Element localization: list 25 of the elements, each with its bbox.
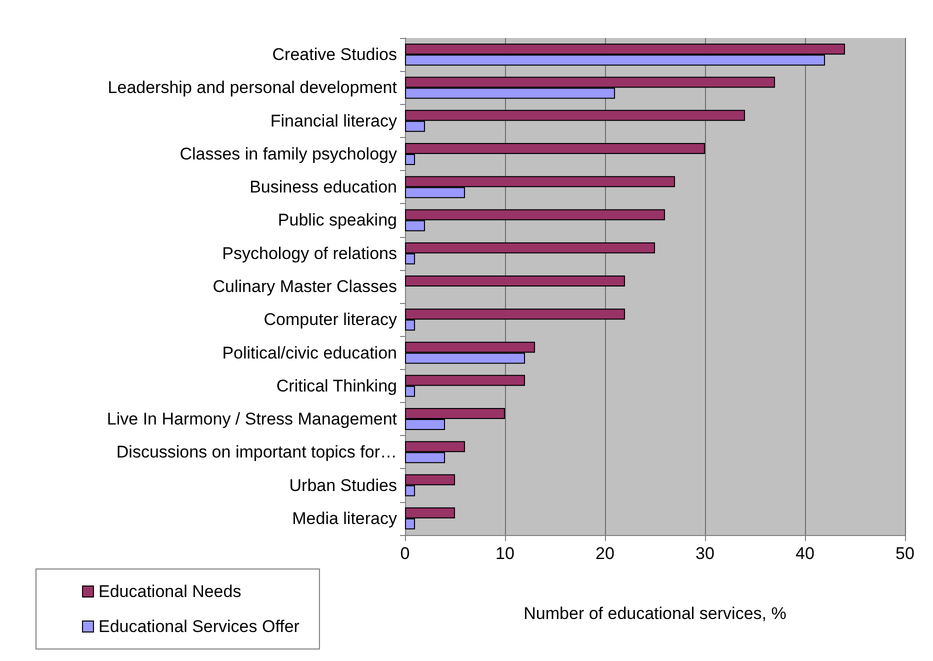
y-tick-label: Business education xyxy=(250,178,397,197)
x-tick-label: 50 xyxy=(896,544,914,563)
y-tick-label: Leadership and personal development xyxy=(108,78,398,98)
x-tick-label: 30 xyxy=(696,544,714,563)
y-tick-label: Computer literacy xyxy=(264,310,398,330)
y-tick-label: Discussions on important topics for… xyxy=(116,442,397,462)
x-tick-label: 10 xyxy=(496,544,514,563)
x-tick-label: 20 xyxy=(596,544,614,563)
x-tick-label: 40 xyxy=(796,544,814,563)
y-tick-label: Media literacy xyxy=(292,508,398,528)
y-tick-label: Political/civic education xyxy=(222,343,397,362)
y-tick-label: Psychology of relations xyxy=(222,244,397,263)
legend-label: Educational Needs xyxy=(98,582,242,601)
y-tick-label: Classes in family psychology xyxy=(180,144,398,164)
x-tick-label: 0 xyxy=(400,544,410,563)
legend-label: Educational Services Offer xyxy=(98,617,300,636)
y-tick-label: Public speaking xyxy=(278,210,397,230)
y-tick-label: Live In Harmony / Stress Management xyxy=(106,410,398,429)
y-tick-label: Critical Thinking xyxy=(276,376,397,396)
y-tick-label: Culinary Master Classes xyxy=(212,277,397,296)
y-tick-label: Financial literacy xyxy=(270,111,398,130)
bar xyxy=(405,276,625,286)
y-tick-label: Creative Studios xyxy=(272,45,397,64)
y-tick-label: Urban Studies xyxy=(289,476,397,495)
x-axis-title: Number of educational services, % xyxy=(524,604,786,623)
